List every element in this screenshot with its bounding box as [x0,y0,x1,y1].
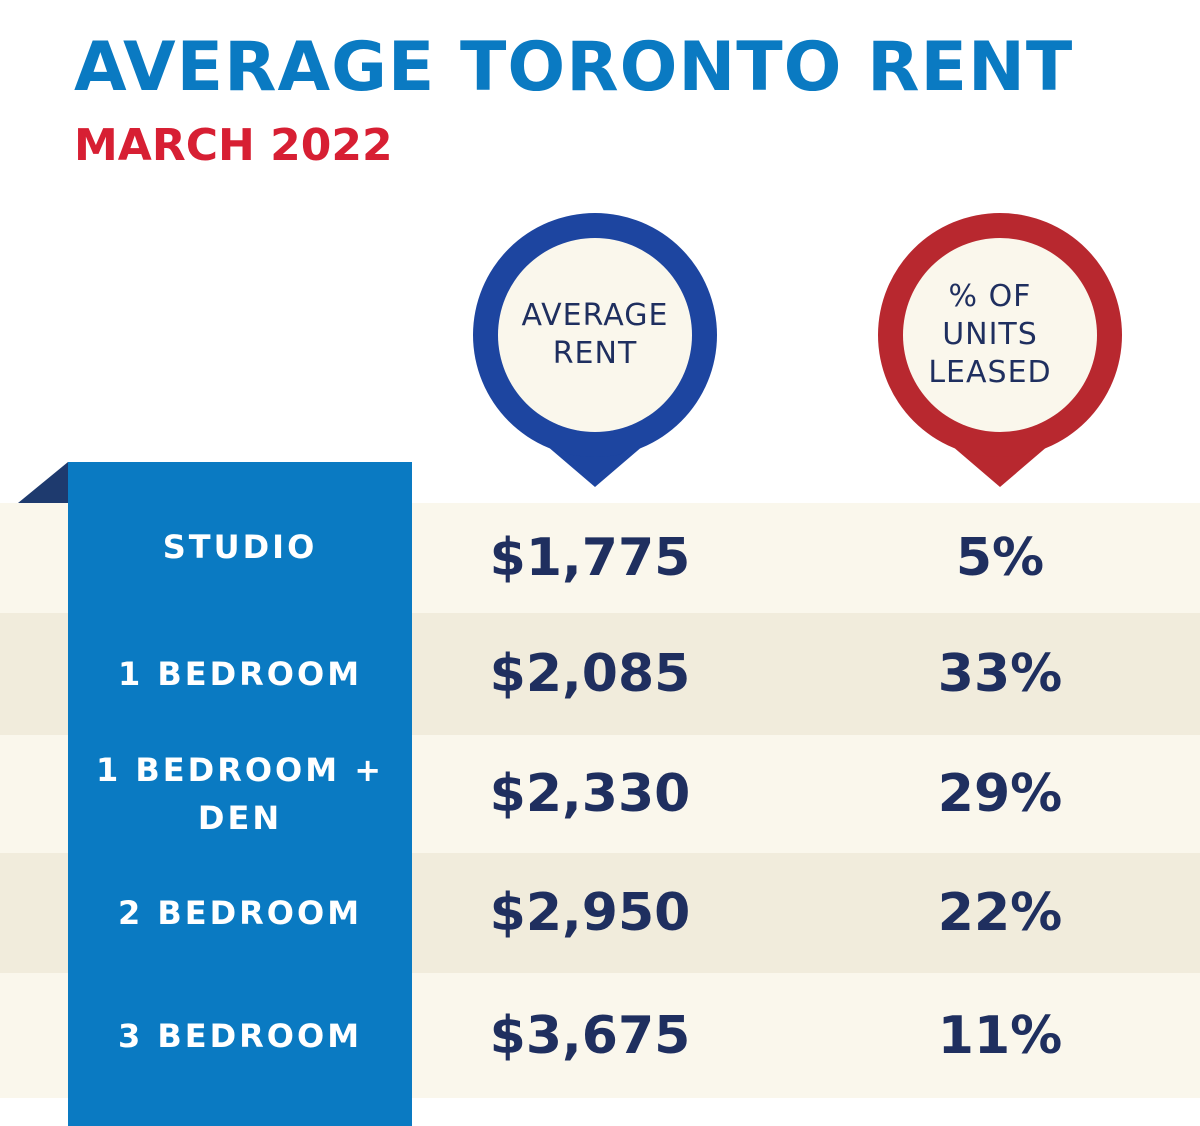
pin-red [878,213,1122,487]
table-row: 3 BEDROOM $3,675 11% [0,973,1200,1098]
unit-type: 2 BEDROOM [117,894,363,932]
unit-type: 3 BEDROOM [117,1016,363,1055]
average-rent: $3,675 [489,1005,691,1066]
table-row: 1 BEDROOM $2,085 33% [0,613,1200,735]
subtitle: MARCH 2022 [74,120,393,171]
pin-blue [473,213,717,487]
percent-leased: 29% [937,764,1063,824]
average-rent: $2,330 [489,764,691,824]
ribbon [68,462,412,1126]
average-rent: $2,085 [489,644,691,704]
table-row: STUDIO $1,775 5% [0,503,1200,613]
percent-leased: 22% [937,883,1063,943]
average-rent: $2,950 [489,883,691,943]
average-rent: $1,775 [489,528,691,588]
percent-leased: 33% [937,644,1063,704]
table-row: 2 BEDROOM $2,950 22% [0,853,1200,973]
unit-type: 1 BEDROOM [117,655,363,693]
column-header: % OF UNITS LEASED [928,279,1052,390]
column-header: AVERAGE RENT [521,298,669,371]
percent-leased: 5% [955,528,1045,588]
table-row: 1 BEDROOM + DEN $2,330 29% [0,735,1200,853]
title: AVERAGE TORONTO RENT [74,28,1074,107]
unit-type: 1 BEDROOM + DEN [95,751,385,837]
unit-type: STUDIO [162,528,318,566]
percent-leased: 11% [937,1005,1063,1066]
ribbon-fold [18,462,68,503]
